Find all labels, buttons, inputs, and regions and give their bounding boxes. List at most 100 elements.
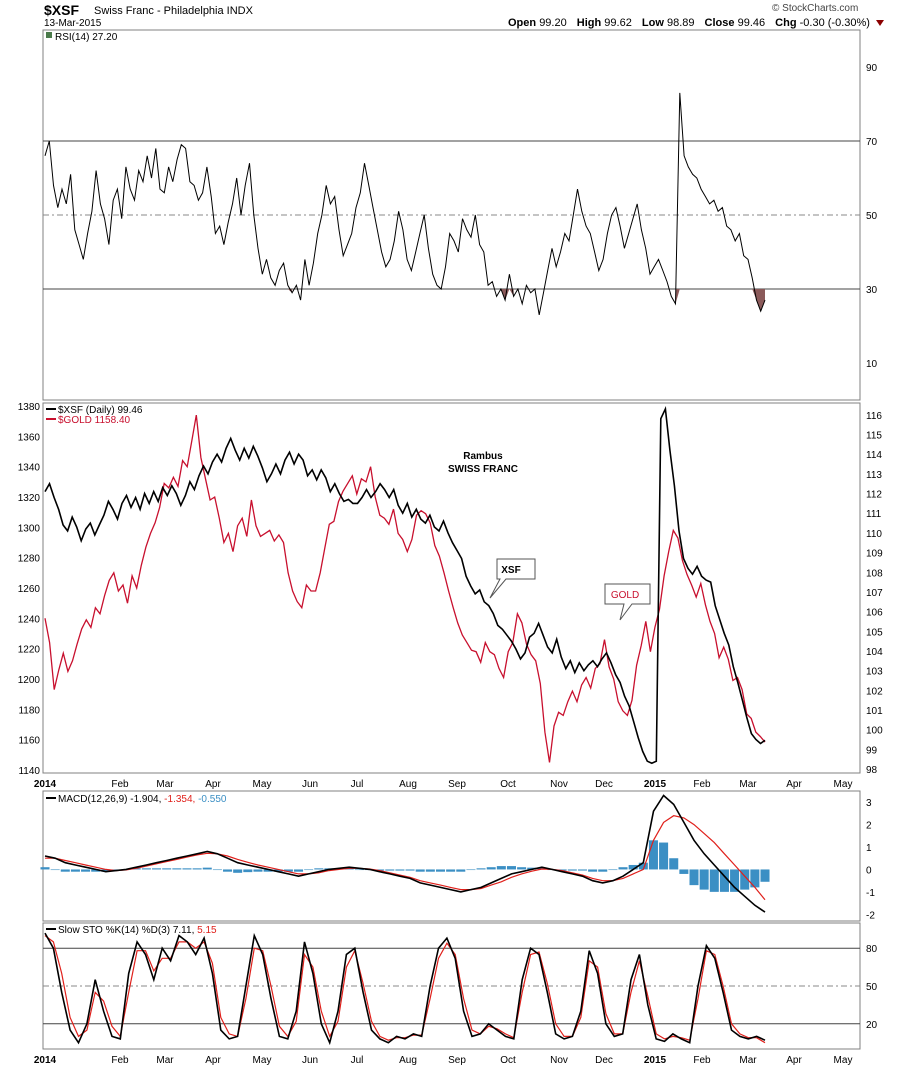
price-left-tick-label: 1300 [18, 523, 41, 534]
gold-callout-label: GOLD [611, 590, 639, 601]
price-right-tick-label: 106 [866, 608, 883, 619]
macd-histogram-bar [659, 842, 669, 870]
macd-histogram-bar [567, 869, 577, 871]
macd-histogram-bar [202, 867, 212, 870]
stoch-x-axis-label: Sep [448, 1055, 466, 1066]
price-x-axis-label: Apr [205, 779, 221, 790]
macd-histogram-bar [466, 869, 476, 871]
macd-tick-label: 2 [866, 821, 872, 832]
macd-tick-label: -2 [866, 910, 875, 921]
stoch-x-axis-label: Apr [205, 1055, 221, 1066]
price-left-tick-label: 1140 [18, 766, 40, 777]
macd-histogram-bar [527, 867, 537, 870]
macd-histogram-bar [588, 869, 598, 872]
stoch-x-axis-label: Feb [111, 1055, 129, 1066]
stoch-x-axis-label: May [253, 1055, 272, 1066]
macd-tick-label: -1 [866, 888, 875, 899]
macd-histogram-bar [638, 862, 648, 870]
price-left-tick-label: 1160 [18, 736, 40, 747]
chart-date: 13-Mar-2015 [44, 18, 102, 29]
macd-histogram-bar [456, 869, 466, 872]
xsf-series-line [44, 405, 766, 765]
rsi-tick-label: 30 [866, 285, 878, 296]
chg-value: -0.30 (-0.30%) [799, 17, 870, 29]
close-label: Close [704, 17, 735, 29]
macd-histogram-bar [517, 867, 527, 870]
rsi-tick-label: 10 [866, 359, 878, 370]
macd-histogram-bar [730, 869, 740, 892]
macd-line [44, 794, 766, 913]
price-right-tick-label: 114 [866, 450, 882, 461]
xsf-callout-box [489, 558, 536, 599]
price-x-axis-label: 2015 [644, 779, 667, 790]
chart-title-line1: Rambus [463, 451, 503, 462]
rsi-tick-label: 50 [866, 211, 878, 222]
chg-label: Chg [775, 17, 797, 29]
macd-histogram-bar [354, 869, 364, 871]
macd-histogram-bar [304, 869, 314, 871]
close-value: 99.46 [737, 17, 766, 29]
open-label: Open [508, 17, 537, 29]
macd-tick-label: 0 [866, 865, 872, 876]
macd-histogram-bar [719, 869, 729, 892]
price-right-tick-label: 107 [866, 588, 883, 599]
stoch-title-part: Slow STO %K(14) %D(3) 7.11, [58, 925, 197, 936]
stoch-x-axis-label: Feb [693, 1055, 711, 1066]
macd-histogram-bar [101, 869, 111, 872]
price-x-axis-label: Dec [595, 779, 613, 790]
stoch-x-axis-label: 2014 [34, 1055, 57, 1066]
macd-histogram-bar [81, 869, 91, 872]
symbol-title: $XSF [44, 2, 80, 18]
stoch-d-line [44, 935, 766, 1044]
price-left-tick-label: 1260 [18, 584, 41, 595]
price-right-tick-label: 109 [866, 549, 883, 560]
macd-histogram-bar [162, 868, 172, 870]
price-left-tick-label: 1280 [18, 554, 41, 565]
stoch-x-axis-label: Mar [156, 1055, 174, 1066]
gold-callout-box [604, 583, 651, 621]
xsf-legend-label: $XSF (Daily) 99.46 [58, 405, 143, 416]
macd-histogram-bar [223, 869, 233, 872]
macd-histogram-bar [212, 869, 222, 871]
macd-histogram-bar [91, 869, 101, 872]
macd-histogram-bar [628, 864, 638, 870]
price-left-tick-label: 1240 [18, 614, 41, 625]
stoch-k-line [44, 932, 766, 1046]
macd-histogram-bar [496, 866, 506, 870]
high-label: High [576, 17, 602, 29]
macd-histogram-bar [435, 869, 446, 872]
macd-histogram-bar [192, 868, 202, 870]
macd-histogram-bar [314, 868, 324, 870]
macd-histogram-bar [60, 869, 70, 872]
chart-title-line2: SWISS FRANC [448, 464, 518, 475]
price-right-tick-label: 103 [866, 667, 883, 678]
price-x-axis-label: Mar [739, 779, 757, 790]
macd-histogram-bar [577, 869, 587, 871]
price-x-axis-label: Mar [156, 779, 174, 790]
price-left-tick-label: 1360 [18, 432, 41, 443]
high-value: 99.62 [604, 17, 632, 29]
macd-histogram-bar [243, 869, 253, 873]
macd-signal-line [45, 815, 766, 901]
stoch-x-axis-label: Nov [550, 1055, 568, 1066]
xsf-callout-label: XSF [501, 565, 520, 576]
price-x-axis-label: Oct [500, 779, 516, 790]
macd-histogram-bar [476, 868, 486, 870]
rsi-title: RSI(14) 27.20 [55, 32, 118, 43]
macd-histogram-bar [750, 869, 760, 888]
stoch-x-axis-label: Jun [302, 1055, 318, 1066]
macd-title: MACD(12,26,9) -1.904, -1.354, -0.550 [58, 794, 227, 805]
rsi-series-line [44, 92, 766, 315]
macd-histogram-bar [141, 868, 151, 870]
stoch-tick-label: 50 [866, 982, 878, 993]
price-x-axis-label: Sep [448, 779, 466, 790]
stoch-title-part: 5.15 [197, 925, 217, 936]
stoch-x-axis-label: 2015 [644, 1055, 667, 1066]
macd-histogram-bar [446, 869, 456, 872]
price-x-axis-label: Aug [399, 779, 417, 790]
price-left-tick-label: 1220 [18, 645, 41, 656]
macd-title-part: -0.550 [198, 794, 227, 805]
gold-legend-label: $GOLD 1158.40 [58, 415, 131, 426]
macd-histogram-bar [182, 868, 192, 870]
macd-histogram-bar [740, 869, 750, 890]
